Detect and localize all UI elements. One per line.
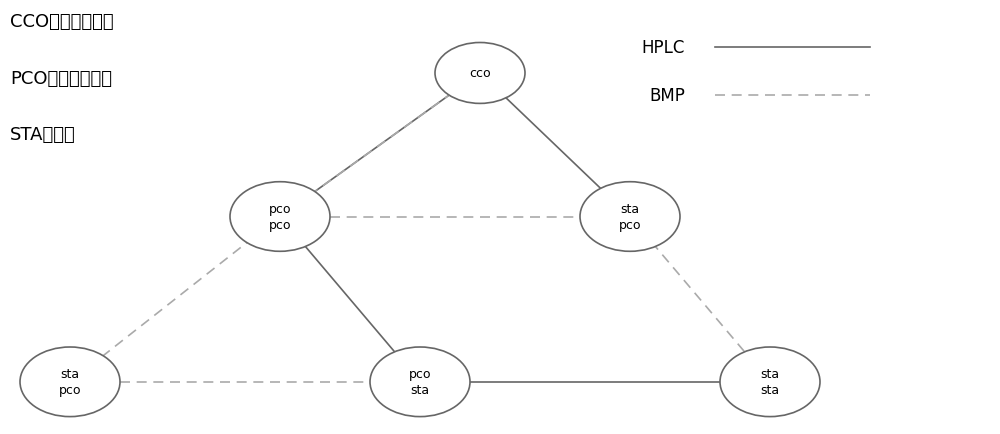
Ellipse shape (580, 182, 680, 252)
Text: sta
pco: sta pco (619, 203, 641, 231)
Text: pco
pco: pco pco (269, 203, 291, 231)
Ellipse shape (435, 43, 525, 104)
Text: BMP: BMP (649, 86, 685, 105)
Ellipse shape (20, 347, 120, 417)
Ellipse shape (720, 347, 820, 417)
Text: sta
sta: sta sta (760, 368, 780, 396)
Ellipse shape (370, 347, 470, 417)
Text: HPLC: HPLC (642, 39, 685, 57)
Ellipse shape (230, 182, 330, 252)
Text: sta
pco: sta pco (59, 368, 81, 396)
Text: PCO：代理协调器: PCO：代理协调器 (10, 69, 112, 87)
Text: CCO：中央协调器: CCO：中央协调器 (10, 13, 114, 31)
Text: STA：站点: STA：站点 (10, 126, 76, 144)
Text: pco
sta: pco sta (409, 368, 431, 396)
Text: cco: cco (469, 67, 491, 80)
